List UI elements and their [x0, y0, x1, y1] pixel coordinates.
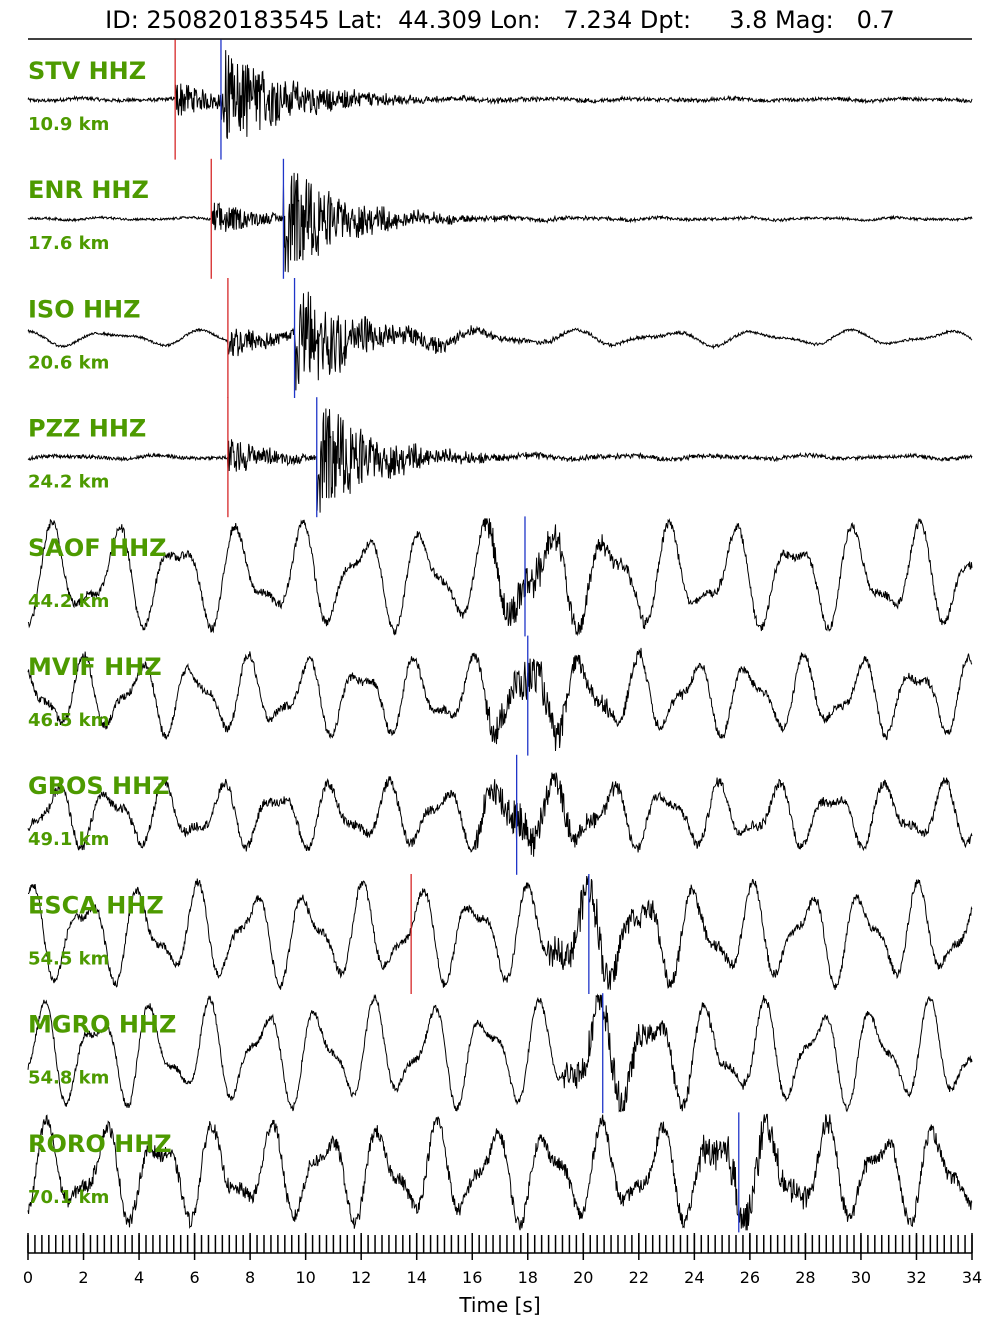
station-distance-label: 20.6 km	[28, 352, 109, 373]
station-distance-label: 10.9 km	[28, 114, 109, 135]
x-tick-label: 14	[407, 1268, 427, 1287]
x-tick-label: 2	[78, 1268, 88, 1287]
trace-line	[27, 50, 973, 139]
station-name-label: STV HHZ	[28, 57, 146, 85]
trace-line	[27, 647, 973, 752]
x-tick-label: 30	[851, 1268, 871, 1287]
station-name-label: MGRO HHZ	[28, 1011, 176, 1039]
station-name-label: ISO HHZ	[28, 295, 141, 323]
trace-line	[27, 993, 973, 1113]
x-axis: 0 2 4 6 8 10 12 14 16 18 20 22 24 26 28 30 32 34	[23, 1233, 982, 1287]
station-name-label: SAOF HHZ	[28, 534, 167, 562]
x-tick-label: 28	[795, 1268, 815, 1287]
station-name-label: GBOS HHZ	[28, 772, 170, 800]
station-distance-label: 44.2 km	[28, 591, 109, 612]
x-axis-label: Time [s]	[458, 1293, 540, 1317]
trace-line	[27, 408, 973, 513]
station-name-label: ESCA HHZ	[28, 891, 164, 919]
station-name-label: PZZ HHZ	[28, 415, 146, 443]
trace-line	[27, 1113, 973, 1231]
x-tick-label: 0	[23, 1268, 33, 1287]
station-distance-label: 54.5 km	[28, 948, 109, 969]
station-distance-label: 49.1 km	[28, 829, 109, 850]
trace-line	[28, 875, 973, 990]
x-tick-label: 8	[245, 1268, 255, 1287]
picks-group	[174, 39, 740, 1233]
station-name-label: ENR HHZ	[28, 176, 149, 204]
station-distance-label: 46.5 km	[28, 710, 109, 731]
x-tick-label: 6	[189, 1268, 199, 1287]
trace-line	[27, 172, 973, 273]
x-tick-label: 12	[351, 1268, 371, 1287]
chart-title: ID: 250820183545 Lat: 44.309 Lon: 7.234 …	[105, 6, 895, 34]
x-tick-label: 22	[629, 1268, 649, 1287]
traces-group	[27, 50, 973, 1231]
station-name-label: MVIF HHZ	[28, 653, 162, 681]
labels-group: STV HHZ 10.9 km ENR HHZ 17.6 km ISO HHZ 20.6 …	[28, 57, 176, 1208]
station-name-label: RORO HHZ	[28, 1130, 172, 1158]
x-tick-label: 32	[906, 1268, 926, 1287]
station-distance-label: 17.6 km	[28, 233, 109, 254]
x-tick-label: 4	[134, 1268, 144, 1287]
trace-line	[27, 291, 973, 391]
x-tick-label: 24	[684, 1268, 704, 1287]
station-distance-label: 54.8 km	[28, 1068, 109, 1089]
trace-line	[27, 517, 973, 637]
x-tick-label: 20	[573, 1268, 593, 1287]
x-tick-label: 16	[462, 1268, 482, 1287]
x-tick-label: 18	[518, 1268, 538, 1287]
trace-line	[27, 772, 973, 857]
x-tick-label: 34	[962, 1268, 982, 1287]
x-tick-label: 10	[295, 1268, 315, 1287]
station-distance-label: 70.1 km	[28, 1187, 109, 1208]
station-distance-label: 24.2 km	[28, 472, 109, 493]
x-tick-label: 26	[740, 1268, 760, 1287]
